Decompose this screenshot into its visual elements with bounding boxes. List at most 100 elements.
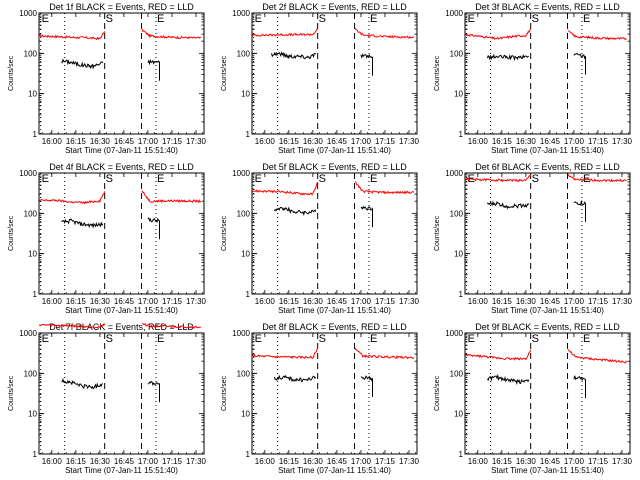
time-marker-label: E — [468, 333, 475, 345]
y-axis-label: Counts/sec — [221, 215, 228, 251]
x-tick-label: 16:15 — [279, 297, 300, 306]
panel-6: Det 6f BLACK = Events, RED = LLD 1 10 100 10… — [434, 162, 633, 315]
x-tick-label: 17:00 — [138, 297, 159, 306]
plot-frame — [464, 12, 631, 135]
events-series-line — [486, 200, 530, 210]
events-series-line — [273, 374, 317, 383]
x-tick-label: 17:30 — [399, 297, 420, 306]
x-tick-label: 17:30 — [612, 297, 633, 306]
x-tick-label: 16:30 — [303, 457, 324, 466]
plot-frame — [251, 332, 418, 455]
y-tick-label: 10 — [241, 90, 250, 99]
panel-title: Det 2f BLACK = Events, RED = LLD — [262, 2, 407, 12]
y-tick-label: 10 — [241, 410, 250, 419]
x-tick-label: 16:30 — [303, 297, 324, 306]
plot-frame — [464, 172, 631, 295]
x-tick-label: 16:30 — [516, 457, 537, 466]
y-axis-label: Counts/sec — [434, 215, 441, 251]
events-series-line — [360, 205, 373, 228]
x-tick-label: 17:00 — [351, 137, 372, 146]
lld-series-line — [465, 28, 532, 40]
y-tick-label: 1000 — [445, 9, 463, 18]
lld-series-line — [251, 28, 318, 37]
y-tick-label: 100 — [237, 369, 251, 378]
time-marker-label: E — [370, 333, 377, 345]
x-tick-label: 17:30 — [186, 457, 207, 466]
time-marker-label: E — [157, 173, 164, 185]
y-tick-label: 1 — [246, 130, 251, 139]
x-tick-label: 17:30 — [399, 137, 420, 146]
y-axis-label: Counts/sec — [221, 375, 228, 411]
x-tick-label: 17:00 — [351, 297, 372, 306]
x-tick-label: 16:00 — [255, 137, 276, 146]
time-marker-label: S — [532, 333, 539, 345]
plot-frame — [251, 12, 418, 135]
time-marker-label: E — [42, 333, 49, 345]
x-tick-label: 17:30 — [186, 297, 207, 306]
x-tick-label: 17:15 — [588, 137, 609, 146]
x-tick-label: 17:00 — [138, 137, 159, 146]
x-tick-label: 17:15 — [162, 137, 183, 146]
lld-series-line — [354, 27, 415, 39]
lld-series-line — [354, 181, 415, 195]
panel-1: Det 1f BLACK = Events, RED = LLD 1 10 100 10… — [8, 2, 207, 155]
x-tick-label: 17:15 — [162, 457, 183, 466]
y-tick-label: 1 — [33, 450, 38, 459]
x-tick-label: 17:15 — [375, 297, 396, 306]
y-axis-label: Counts/sec — [8, 375, 15, 411]
y-axis-label: Counts/sec — [8, 215, 15, 251]
events-series-line — [147, 58, 160, 81]
x-tick-label: 16:30 — [90, 137, 111, 146]
lld-series-line — [251, 181, 319, 196]
x-axis-label: Start Time (07-Jan-11 15:51:40) — [65, 306, 178, 315]
panel-8: Det 8f BLACK = Events, RED = LLD 1 10 100 10… — [221, 322, 420, 475]
x-tick-label: 17:00 — [138, 457, 159, 466]
y-tick-label: 1 — [246, 290, 251, 299]
y-tick-label: 1000 — [232, 329, 250, 338]
y-tick-label: 10 — [454, 90, 463, 99]
time-marker-label: E — [255, 333, 262, 345]
events-series-line — [360, 375, 373, 397]
x-tick-label: 16:00 — [42, 137, 63, 146]
x-axis-label: Start Time (07-Jan-11 15:51:40) — [491, 306, 604, 315]
x-tick-label: 16:45 — [114, 137, 135, 146]
time-marker-label: S — [319, 333, 326, 345]
y-tick-label: 1000 — [19, 9, 37, 18]
y-tick-label: 10 — [28, 250, 37, 259]
time-marker-label: E — [42, 13, 49, 25]
x-tick-label: 16:30 — [90, 297, 111, 306]
y-tick-label: 1 — [33, 130, 38, 139]
panel-5: Det 5f BLACK = Events, RED = LLD 1 10 100 10… — [221, 162, 420, 315]
time-marker-label: S — [106, 333, 113, 345]
x-axis-label: Start Time (07-Jan-11 15:51:40) — [278, 146, 391, 155]
time-marker-label: E — [255, 173, 262, 185]
time-marker-label: E — [583, 333, 590, 345]
events-series-line — [147, 380, 160, 403]
panel-title: Det 3f BLACK = Events, RED = LLD — [475, 2, 620, 12]
x-tick-label: 16:30 — [90, 457, 111, 466]
x-tick-label: 16:30 — [516, 137, 537, 146]
events-series-line — [273, 206, 317, 216]
events-series-line — [573, 199, 586, 222]
time-marker-label: S — [319, 173, 326, 185]
time-marker-label: S — [106, 173, 113, 185]
x-tick-label: 16:15 — [279, 457, 300, 466]
y-tick-label: 1 — [459, 130, 464, 139]
panel-title: Det 9f BLACK = Events, RED = LLD — [475, 322, 620, 332]
events-series-line — [486, 373, 530, 386]
x-tick-label: 16:15 — [66, 297, 87, 306]
x-tick-label: 16:00 — [468, 297, 489, 306]
y-axis-label: Counts/sec — [434, 375, 441, 411]
x-tick-label: 16:30 — [516, 297, 537, 306]
y-axis-label: Counts/sec — [221, 55, 228, 91]
x-tick-label: 16:15 — [492, 297, 513, 306]
x-tick-label: 16:45 — [114, 457, 135, 466]
x-tick-label: 17:30 — [186, 137, 207, 146]
y-tick-label: 10 — [454, 250, 463, 259]
x-tick-label: 16:15 — [492, 457, 513, 466]
y-axis-label: Counts/sec — [8, 55, 15, 91]
x-tick-label: 16:00 — [468, 457, 489, 466]
time-marker-label: E — [157, 333, 164, 345]
time-marker-label: E — [370, 173, 377, 185]
x-tick-label: 16:45 — [540, 457, 561, 466]
